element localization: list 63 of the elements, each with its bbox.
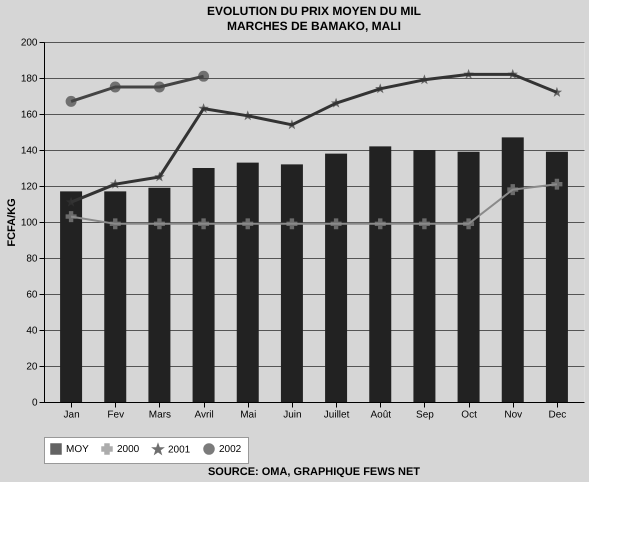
x-tick-label: Oct	[461, 410, 478, 420]
x-tick-label: Jan	[64, 410, 80, 420]
point	[198, 218, 210, 230]
point	[154, 218, 165, 230]
y-tick-label: 40	[26, 326, 38, 336]
point	[66, 211, 77, 222]
bar	[546, 152, 568, 402]
point	[286, 218, 298, 230]
x-tick-label: Nov	[504, 410, 522, 420]
point	[198, 70, 210, 82]
point	[463, 218, 474, 230]
chart-subtitle: MARCHES DE BAMAKO, MALI	[227, 19, 401, 33]
point	[66, 96, 77, 107]
point	[508, 68, 518, 79]
point	[154, 172, 165, 182]
x-tick-label: Juin	[283, 410, 302, 420]
bar	[104, 191, 126, 402]
bar	[413, 150, 436, 402]
x-tick-label: Fev	[107, 410, 124, 420]
x-tick-label: Juillet	[324, 410, 350, 420]
bar	[60, 191, 82, 402]
bar	[458, 152, 480, 402]
y-tick-label: 140	[20, 146, 38, 156]
point	[551, 178, 562, 190]
bar	[325, 154, 348, 402]
point	[110, 82, 121, 92]
y-tick-label: 80	[26, 254, 38, 264]
source-note: SOURCE: OMA, GRAPHIQUE FEWS NET	[208, 466, 420, 478]
point	[198, 103, 209, 114]
x-tick-label: Avril	[194, 410, 214, 420]
point	[242, 218, 254, 230]
legend-label: 2000	[117, 444, 140, 455]
x-tick-label: Août	[370, 410, 392, 420]
y-tick-label: 160	[20, 110, 38, 120]
y-axis-title: FCFA/KG	[6, 198, 18, 247]
y-tick-label: 200	[20, 38, 38, 48]
point	[418, 218, 430, 230]
point	[330, 218, 342, 230]
y-tick-label: 60	[26, 290, 38, 300]
x-tick-label: Mai	[240, 410, 256, 420]
x-tick-label: Mars	[148, 410, 172, 420]
y-tick-label: 0	[32, 398, 38, 408]
bar	[502, 137, 524, 402]
y-tick-label: 120	[20, 182, 38, 192]
y-tick-label: 180	[20, 74, 38, 84]
x-tick-label: Sep	[416, 410, 434, 420]
bar	[192, 168, 215, 402]
legend-label: 2002	[219, 444, 242, 455]
point	[154, 82, 165, 92]
point	[110, 218, 121, 230]
bar	[236, 162, 259, 402]
bar	[280, 164, 303, 402]
point	[463, 68, 474, 79]
bar	[369, 146, 392, 402]
legend-label: MOY	[66, 444, 90, 455]
point	[507, 184, 518, 196]
y-tick-label: 20	[26, 362, 38, 372]
point	[374, 218, 386, 230]
x-tick-label: Dec	[548, 410, 566, 420]
y-tick-label: 100	[20, 218, 38, 228]
legend-label: 2001	[168, 444, 191, 456]
chart-title: EVOLUTION DU PRIX MOYEN DU MIL	[206, 4, 422, 18]
bar	[148, 188, 170, 402]
